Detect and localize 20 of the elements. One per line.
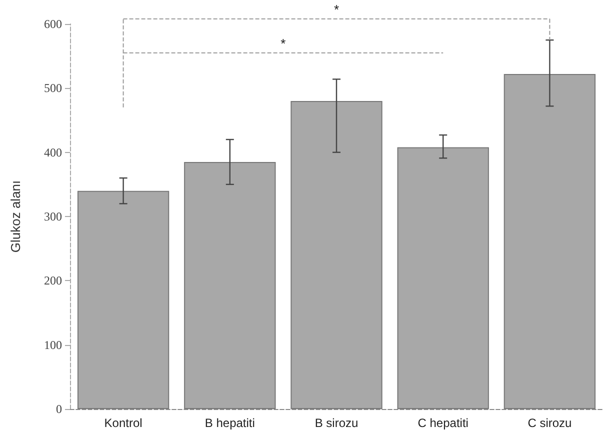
x-tick-label: C hepatiti <box>418 416 468 430</box>
x-tick-label: B sirozu <box>314 416 358 430</box>
y-tick-label: 0 <box>56 402 62 416</box>
y-tick-label: 600 <box>44 17 62 31</box>
text: * <box>334 2 340 17</box>
annotation: * <box>280 36 286 51</box>
y-tick-label: 400 <box>44 145 62 160</box>
y-axis-title: Glukoz alanı <box>8 180 23 253</box>
x-tick-label: C sirozu <box>528 416 572 430</box>
x-tick-label: B hepatiti <box>204 416 255 430</box>
y-tick-label: 500 <box>44 81 62 96</box>
bar <box>184 162 276 409</box>
bar <box>504 74 596 409</box>
x-tick-label: Kontrol <box>104 416 142 430</box>
y-tick-label: 300 <box>44 210 62 224</box>
bar <box>77 190 170 409</box>
bar <box>397 147 489 409</box>
y-tick-label: 200 <box>44 274 62 288</box>
bar <box>290 101 382 409</box>
y-tick-label: 100 <box>44 338 62 352</box>
